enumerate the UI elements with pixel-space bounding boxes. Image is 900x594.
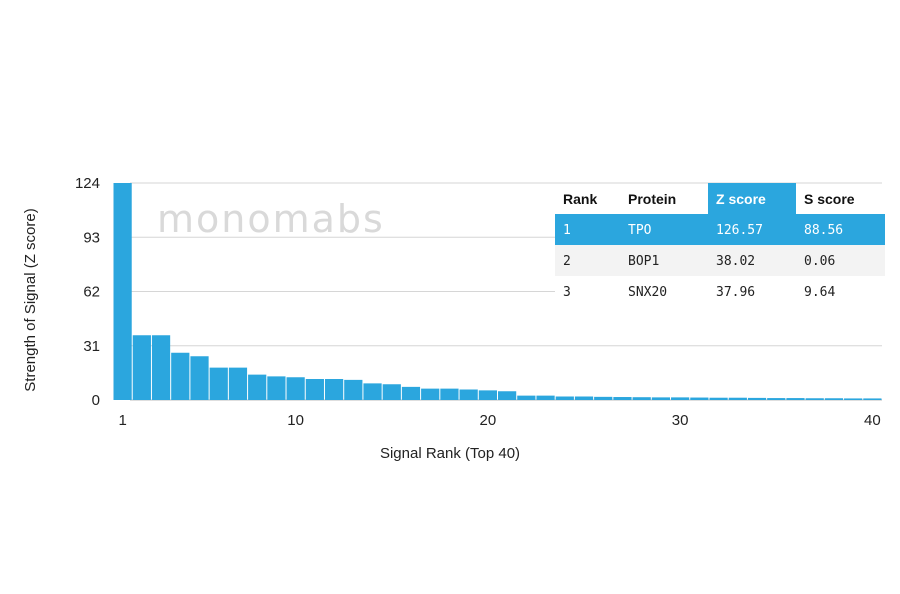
table-cell: SNX20 [628, 285, 667, 300]
bar-rank-20 [478, 390, 497, 400]
table-cell: 37.96 [716, 285, 755, 300]
table-row-bg [555, 245, 885, 276]
bar-rank-9 [267, 376, 286, 400]
bar-rank-11 [305, 379, 324, 400]
top-proteins-table: Rank Protein Z score S score 1 TPO 126.57 88.56… [555, 183, 885, 307]
x-axis-title: Signal Rank (Top 40) [380, 445, 520, 462]
bar-rank-18 [440, 388, 459, 400]
bar-rank-5 [190, 356, 209, 400]
table-header-z-score: Z score [716, 191, 766, 207]
bar-rank-3 [151, 335, 171, 400]
table-cell: TPO [628, 223, 652, 238]
x-tick-label: 1 [118, 412, 126, 429]
x-axis-ticks: 1 10 20 30 40 [118, 412, 880, 429]
x-tick-label: 30 [672, 412, 689, 429]
bar-rank-39 [844, 398, 863, 400]
table-row-bg [555, 276, 885, 307]
table-cell: 3 [563, 285, 571, 300]
bar-rank-17 [421, 388, 440, 400]
bar-rank-19 [459, 389, 478, 400]
table-row-bg [555, 214, 885, 245]
bar-rank-21 [498, 391, 517, 400]
table-header-protein: Protein [628, 191, 676, 207]
bar-rank-24 [555, 396, 574, 400]
bars [113, 183, 882, 400]
table-cell: 9.64 [804, 285, 835, 300]
table-header-rank: Rank [563, 191, 597, 207]
bar-rank-2 [132, 335, 151, 400]
x-tick-label: 10 [287, 412, 304, 429]
bar-rank-10 [286, 377, 305, 400]
y-tick-label: 124 [75, 175, 100, 192]
y-axis-title: Strength of Signal (Z score) [22, 208, 39, 391]
x-tick-label: 20 [480, 412, 497, 429]
bar-rank-33 [728, 397, 747, 400]
bar-rank-37 [805, 398, 824, 400]
bar-rank-13 [344, 379, 363, 400]
bar-rank-40 [863, 398, 882, 400]
bar-rank-32 [709, 397, 728, 400]
bar-rank-30 [671, 397, 690, 400]
bar-rank-28 [632, 397, 651, 400]
y-tick-label: 0 [92, 392, 100, 409]
watermark-text: monomabs [157, 197, 385, 241]
bar-rank-23 [536, 395, 555, 400]
table-cell: 2 [563, 254, 571, 269]
bar-rank-27 [613, 397, 632, 400]
bar-rank-25 [574, 396, 594, 400]
bar-rank-14 [363, 383, 382, 400]
table-cell: 0.06 [804, 254, 835, 269]
bar-rank-36 [786, 398, 805, 400]
bar-rank-7 [228, 367, 248, 400]
table-cell: 1 [563, 223, 571, 238]
bar-rank-34 [747, 397, 767, 400]
bar-rank-35 [767, 398, 786, 400]
bar-rank-4 [171, 352, 190, 400]
table-cell: 38.02 [716, 254, 755, 269]
y-axis-ticks: 124 93 62 31 0 [75, 175, 100, 409]
bar-rank-26 [594, 396, 613, 400]
bar-rank-15 [382, 384, 401, 400]
table-cell: 126.57 [716, 223, 763, 238]
table-header-s-score: S score [804, 191, 855, 207]
y-tick-label: 31 [83, 338, 100, 355]
table-cell: BOP1 [628, 254, 659, 269]
bar-rank-16 [401, 386, 421, 400]
table-cell: 88.56 [804, 223, 843, 238]
bar-rank-6 [209, 367, 228, 400]
y-tick-label: 62 [83, 284, 100, 301]
x-tick-label: 40 [864, 412, 881, 429]
bar-rank-38 [824, 398, 844, 400]
y-tick-label: 93 [83, 229, 100, 246]
table-header-highlight [708, 183, 796, 214]
bar-rank-22 [517, 395, 536, 400]
bar-rank-29 [651, 397, 671, 400]
bar-rank-1 [113, 183, 132, 400]
bar-rank-12 [324, 379, 344, 400]
bar-rank-31 [690, 397, 709, 400]
bar-rank-8 [248, 374, 267, 400]
